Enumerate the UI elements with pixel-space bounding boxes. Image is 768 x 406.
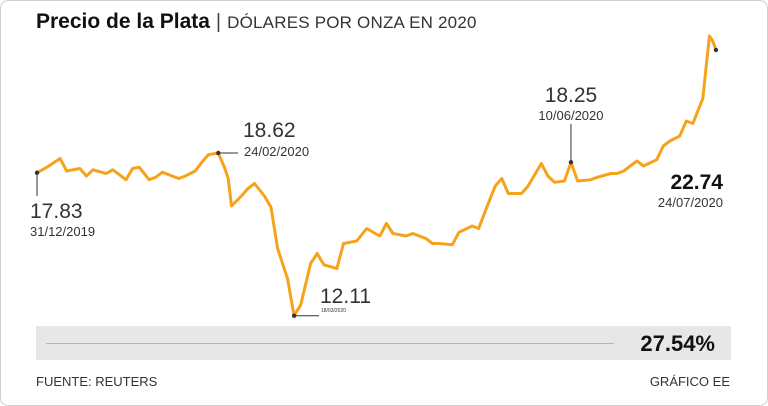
annotation-value-june-peak: 18.25 [545,84,598,107]
marker-dot-march-low [291,313,297,318]
chart-subtitle: DÓLARES POR ONZA EN 2020 [227,13,477,32]
change-percent: 27.54% [640,331,715,356]
annotation-date-start: 31/12/2019 [30,224,95,239]
annotation-date-feb-peak: 24/02/2020 [244,144,309,159]
change-bar: 27.54% [36,326,731,360]
title-separator: | [215,11,222,33]
annotation-date-end: 24/07/2020 [658,195,723,210]
change-bar-line [46,343,614,344]
annotation-date-march-low: 18/03/2020 [321,308,346,314]
chart-header: Precio de la Plata | DÓLARES POR ONZA EN… [36,10,477,36]
annotation-value-feb-peak: 18.62 [243,119,296,142]
marker-dot-end [713,47,719,53]
annotation-date-june-peak: 10/06/2020 [538,108,603,123]
source-note: FUENTE: REUTERS [36,374,158,389]
annotation-value-end: 22.74 [670,171,723,194]
annotation-value-march-low: 12.11 [320,285,371,308]
chart-title: Precio de la Plata [36,10,210,33]
annotation-value-start: 17.83 [30,200,83,223]
credit-note: GRÁFICO EE [649,374,730,389]
series-line-0 [35,34,718,318]
